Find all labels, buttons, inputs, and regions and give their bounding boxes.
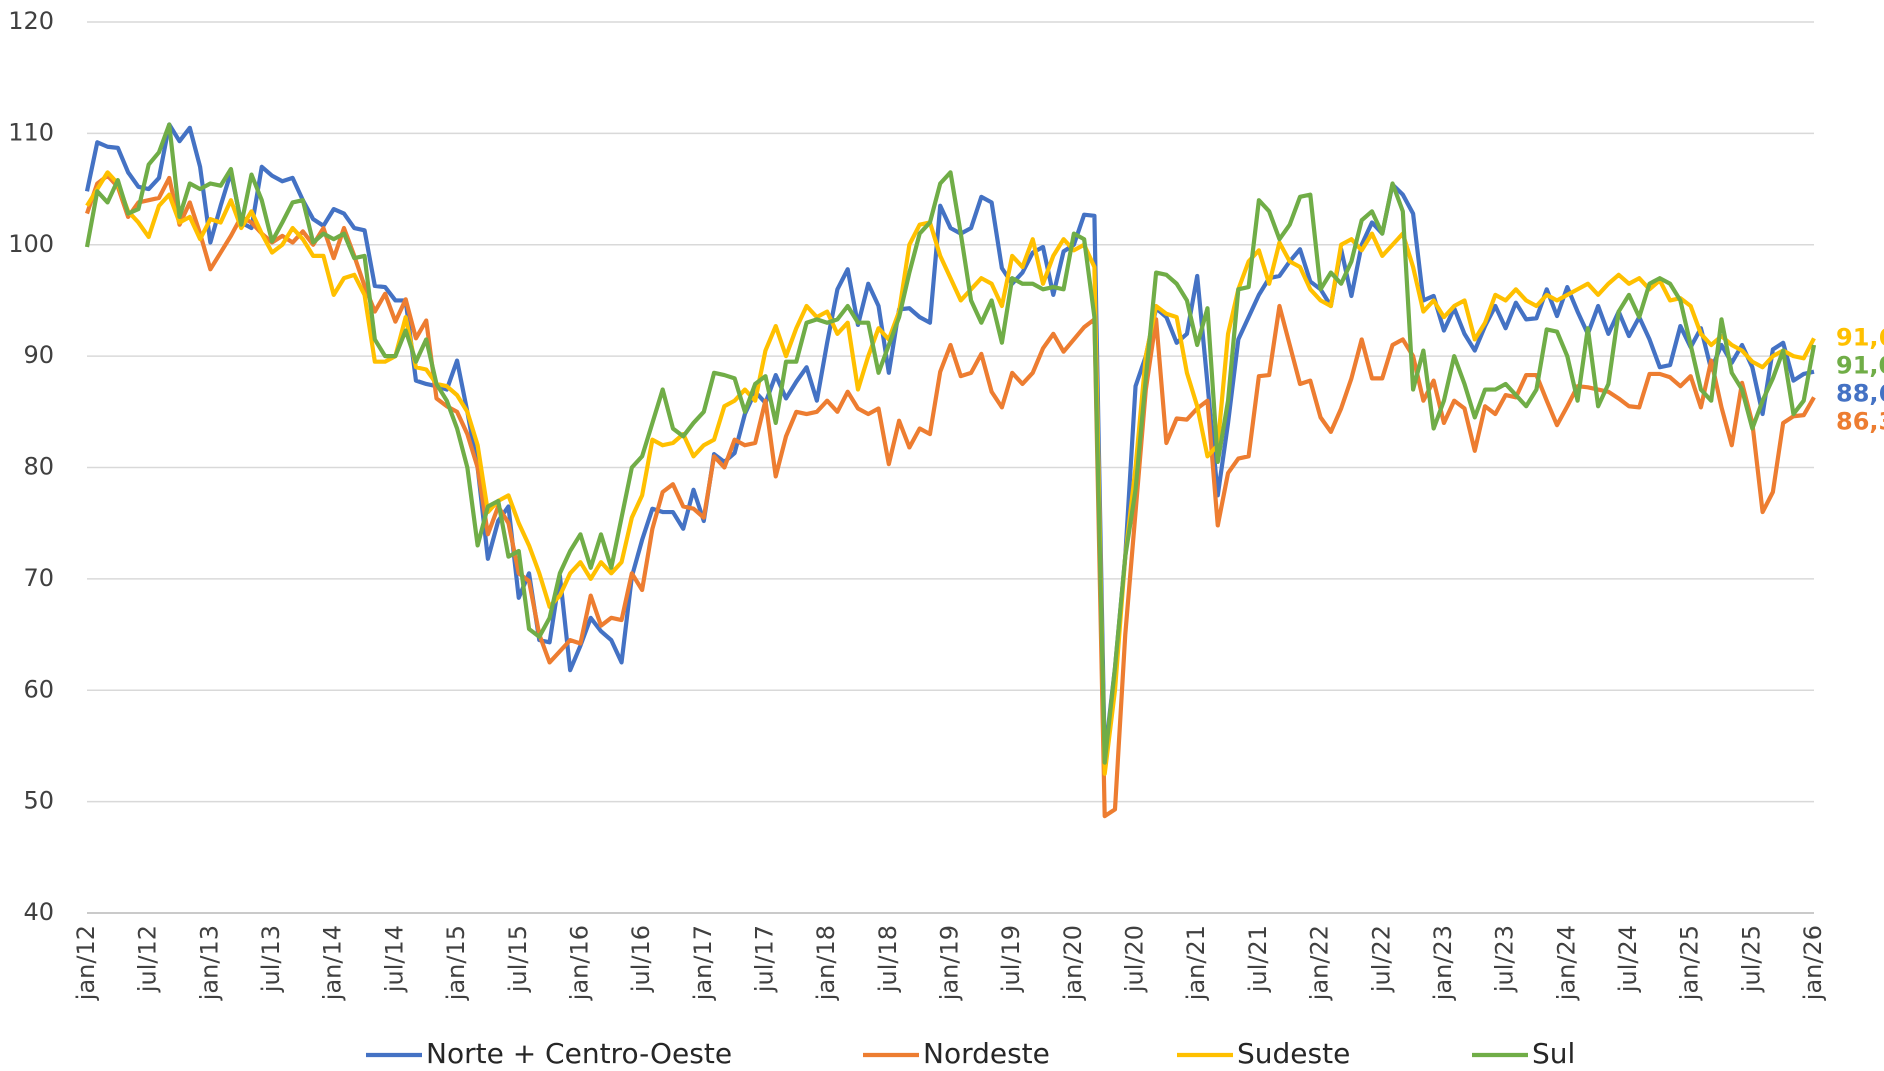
x-tick-label: jul/13 — [257, 925, 285, 993]
x-tick-label: jan/16 — [565, 925, 593, 1001]
x-tick-label: jan/22 — [1306, 925, 1334, 1001]
x-tick-label: jul/19 — [997, 925, 1025, 993]
x-tick-label: jul/16 — [627, 925, 655, 993]
x-tick-label: jan/23 — [1429, 925, 1457, 1001]
value-label: 91,6 — [1836, 323, 1884, 351]
x-tick-label: jul/23 — [1491, 925, 1519, 993]
series-line — [84, 122, 1817, 765]
y-tick-label: 70 — [23, 564, 54, 592]
x-tick-label: jan/18 — [812, 925, 840, 1001]
x-tick-label: jul/14 — [380, 925, 408, 993]
x-tick-label: jul/12 — [134, 925, 162, 993]
x-tick-label: jan/15 — [442, 925, 470, 1001]
y-tick-label: 90 — [23, 341, 54, 369]
x-tick-label: jan/13 — [195, 925, 223, 1001]
y-tick-label: 50 — [23, 787, 54, 815]
legend-label: Sul — [1532, 1037, 1575, 1070]
x-tick-label: jul/22 — [1367, 925, 1395, 993]
y-tick-label: 40 — [23, 898, 54, 926]
legend-label: Nordeste — [923, 1037, 1050, 1070]
value-label: 86,3 — [1836, 407, 1884, 435]
series-line — [84, 122, 1815, 760]
x-tick-label: jul/24 — [1614, 925, 1642, 993]
x-tick-label: jan/25 — [1676, 925, 1704, 1001]
x-tick-label: jan/21 — [1182, 925, 1210, 1001]
series-line — [85, 170, 1816, 776]
y-tick-label: 120 — [8, 7, 54, 35]
value-label: 88,6 — [1836, 379, 1884, 407]
legend-label: Sudeste — [1237, 1037, 1350, 1070]
x-tick-label: jan/20 — [1059, 925, 1087, 1001]
legend-label: Norte + Centro-Oeste — [426, 1037, 732, 1070]
x-tick-label: jan/24 — [1552, 925, 1580, 1001]
x-tick-label: jan/19 — [936, 925, 964, 1001]
x-tick-label: jan/17 — [689, 925, 717, 1001]
x-tick-label: jul/18 — [874, 925, 902, 993]
y-tick-label: 100 — [8, 230, 54, 258]
x-tick-label: jan/14 — [319, 925, 347, 1001]
x-tick-label: jan/12 — [72, 925, 100, 1001]
x-tick-label: jul/17 — [750, 925, 778, 993]
y-tick-label: 110 — [8, 118, 54, 146]
y-tick-label: 80 — [23, 453, 54, 481]
x-tick-label: jul/21 — [1244, 925, 1272, 993]
x-tick-label: jul/15 — [504, 925, 532, 993]
x-tick-label: jan/26 — [1799, 925, 1827, 1001]
y-tick-label: 60 — [23, 675, 54, 703]
value-label: 91,0 — [1836, 351, 1884, 379]
x-tick-label: jul/20 — [1121, 925, 1149, 993]
x-tick-label: jul/25 — [1737, 925, 1765, 993]
series-line — [85, 173, 1816, 819]
